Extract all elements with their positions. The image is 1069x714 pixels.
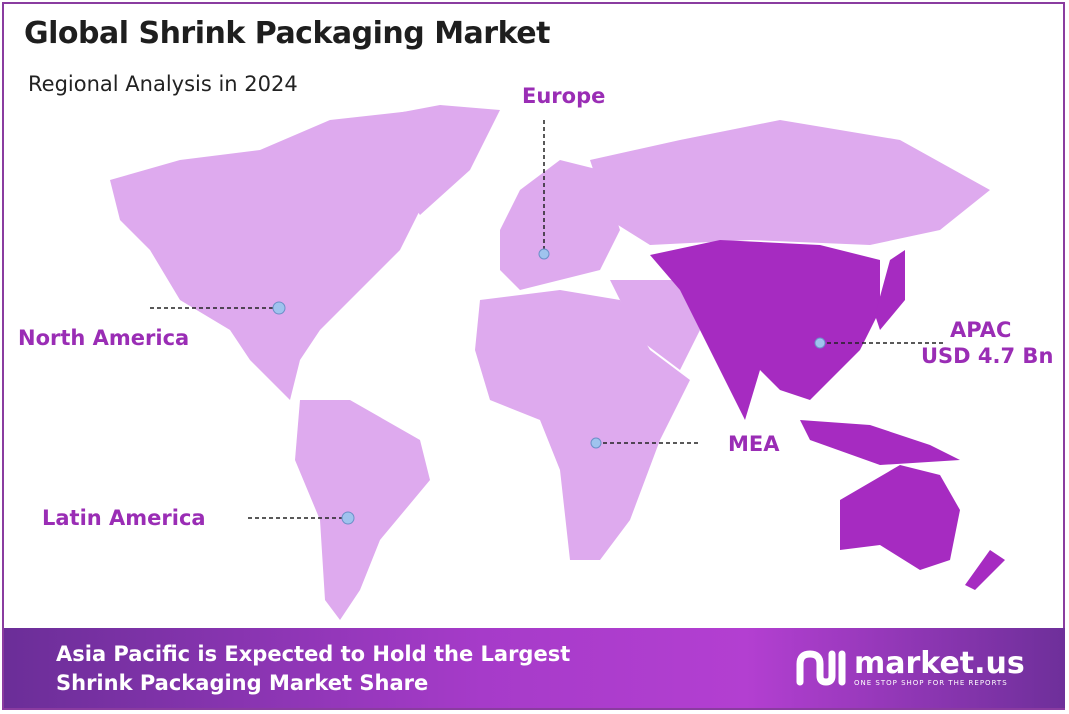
japan [875,250,905,330]
banner-line-2: Shrink Packaging Market Share [56,671,429,695]
new-zealand [965,550,1005,590]
middle-east [610,280,700,370]
marker-europe [538,248,550,260]
apac-region [650,240,1005,590]
europe [500,160,620,290]
page-subtitle: Regional Analysis in 2024 [28,72,298,96]
region-markers [272,248,826,525]
marker-latin-america [341,511,355,525]
logo: market.us ONE STOP SHOP FOR THE REPORTS [794,646,1025,690]
africa [475,290,690,560]
land-other [110,105,990,620]
label-apac: APAC [950,318,1012,342]
banner-text: Asia Pacific is Expected to Hold the Lar… [56,640,570,698]
logo-tagline: ONE STOP SHOP FOR THE REPORTS [854,679,1008,687]
page-title: Global Shrink Packaging Market [24,16,550,51]
australia [840,465,960,570]
label-apac-value: USD 4.7 Bn [921,344,1054,368]
leader-lines [150,120,945,519]
greenland [360,105,500,215]
north-america [110,110,450,400]
label-north-america: North America [18,326,190,350]
label-mea: MEA [728,432,780,456]
indonesia [800,420,960,465]
south-america [295,400,430,620]
marker-apac [814,337,826,349]
russia [590,120,990,245]
footer-banner: Asia Pacific is Expected to Hold the Lar… [4,628,1065,708]
banner-line-1: Asia Pacific is Expected to Hold the Lar… [56,642,571,666]
label-europe: Europe [522,84,606,108]
logo-icon [796,650,846,686]
marker-mea [590,437,602,449]
logo-name: market.us [854,646,1025,681]
asia [650,240,880,420]
marker-north-america [272,301,286,315]
label-latin-america: Latin America [42,506,206,530]
